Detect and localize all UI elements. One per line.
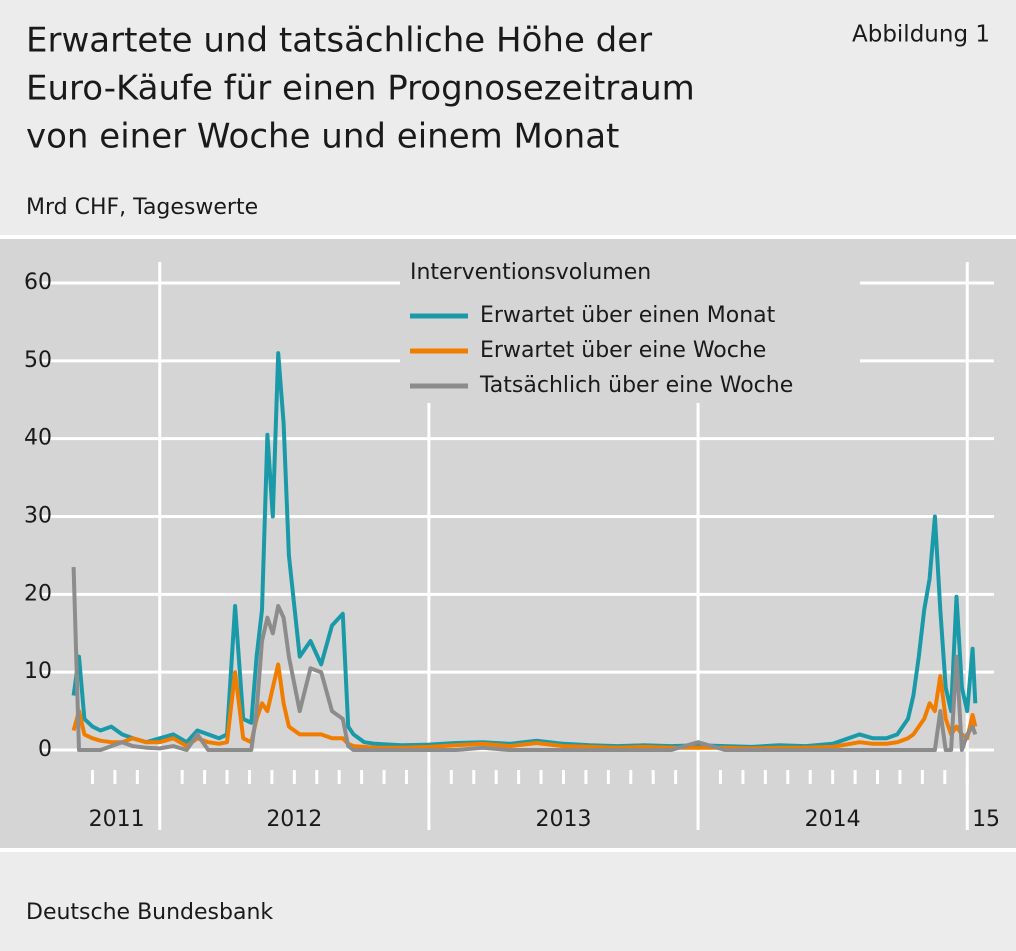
legend-title: Interventionsvolumen	[410, 260, 651, 285]
x-tick-label: 2013	[535, 807, 591, 832]
series-line	[71, 351, 978, 749]
x-tick-label: 2014	[805, 807, 861, 832]
figure-label: Abbildung 1	[852, 22, 990, 48]
chart-title: Erwartete und tatsächliche Höhe der	[26, 21, 652, 61]
legend-label: Tatsächlich über eine Woche	[479, 373, 793, 398]
x-tick-label: 2011	[89, 807, 145, 832]
legend-background	[400, 255, 860, 403]
y-tick-label: 10	[24, 659, 52, 684]
y-tick-label: 50	[24, 348, 52, 373]
chart-title: Euro-Käufe für einen Prognosezeitraum	[26, 69, 695, 109]
chart-title: von einer Woche und einem Monat	[26, 117, 619, 157]
legend-label: Erwartet über eine Woche	[480, 338, 766, 363]
x-tick-label: 15	[972, 807, 1000, 832]
y-tick-label: 40	[24, 426, 52, 451]
x-tick-label: 2012	[266, 807, 322, 832]
y-tick-label: 20	[24, 581, 52, 606]
y-tick-label: 30	[24, 504, 52, 529]
source: Deutsche Bundesbank	[26, 900, 273, 925]
legend: Interventionsvolumen Erwartet über einen…	[400, 255, 860, 403]
series-line	[71, 567, 978, 752]
legend-label: Erwartet über einen Monat	[480, 303, 776, 328]
subtitle: Mrd CHF, Tageswerte	[26, 195, 258, 220]
y-tick-label: 0	[38, 737, 52, 762]
grid: 0 10 20 30 40 50 60 2011 2012 2013 2014 15	[24, 262, 1000, 832]
lines	[71, 351, 978, 752]
y-tick-label: 60	[24, 270, 52, 295]
